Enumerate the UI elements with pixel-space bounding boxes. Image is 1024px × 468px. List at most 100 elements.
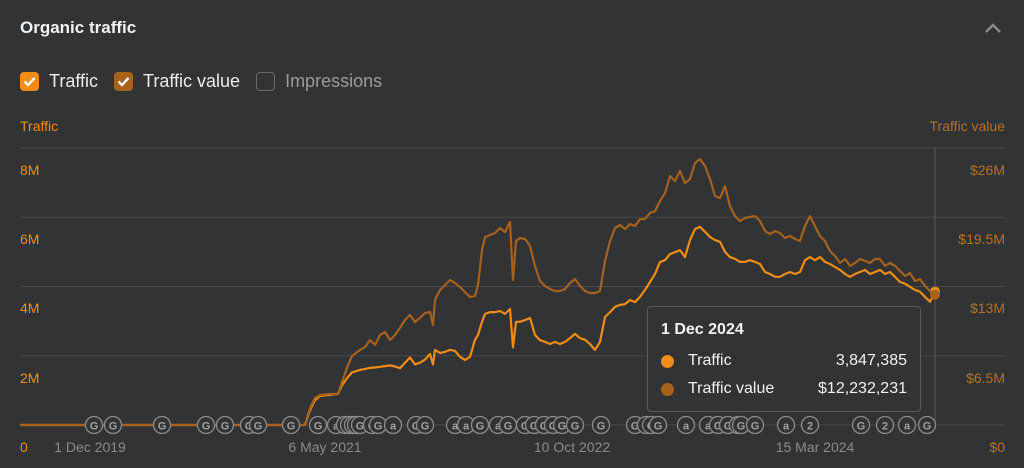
- y-tick-right: $0: [989, 439, 1005, 455]
- svg-text:G: G: [90, 421, 99, 433]
- google-update-icon[interactable]: G: [415, 415, 435, 435]
- traffic-checkbox[interactable]: Traffic: [20, 71, 98, 92]
- y-tick-left: 2M: [20, 370, 40, 386]
- tooltip-date: 1 Dec 2024: [661, 321, 744, 338]
- checkbox-checked-icon: [114, 72, 134, 91]
- y-tick-left: 4M: [20, 300, 40, 316]
- svg-text:G: G: [597, 421, 606, 433]
- google-update-icon[interactable]: G: [215, 415, 235, 435]
- y-tick-right: $26M: [969, 162, 1005, 178]
- google-update-icon[interactable]: G: [103, 415, 123, 435]
- x-tick: 6 May 2021: [288, 439, 362, 455]
- series-legend: Traffic Traffic value Impressions: [20, 71, 398, 92]
- traffic-value-dot-icon: [661, 382, 674, 396]
- google-update-icon[interactable]: G: [917, 415, 937, 435]
- google-update-icon[interactable]: G: [565, 415, 585, 435]
- svg-text:G: G: [857, 421, 866, 433]
- svg-text:2: 2: [807, 421, 813, 433]
- traffic-dot-icon: [661, 354, 674, 368]
- grouped-annotation-icon[interactable]: 2: [875, 415, 895, 435]
- svg-text:G: G: [737, 421, 746, 433]
- checkbox-unchecked-icon: [256, 72, 276, 91]
- google-update-icon[interactable]: G: [591, 415, 611, 435]
- google-update-icon[interactable]: G: [281, 415, 301, 435]
- y-tick-left: 8M: [20, 162, 40, 178]
- svg-text:a: a: [683, 421, 690, 433]
- google-update-icon[interactable]: G: [851, 415, 871, 435]
- svg-text:G: G: [714, 421, 723, 433]
- traffic-checkbox-label: Traffic: [49, 71, 99, 91]
- google-update-icon[interactable]: G: [745, 415, 765, 435]
- ahrefs-annotation-icon[interactable]: a: [676, 415, 696, 435]
- svg-text:G: G: [287, 421, 296, 433]
- svg-text:G: G: [254, 421, 263, 433]
- svg-text:G: G: [923, 421, 932, 433]
- right-axis-title: Traffic value: [929, 118, 1005, 134]
- google-update-icon[interactable]: G: [552, 415, 572, 435]
- traffic-value-checkbox-label: Traffic value: [143, 71, 241, 91]
- ahrefs-annotation-icon[interactable]: a: [897, 415, 917, 435]
- tooltip-series-value: $12,232,231: [818, 380, 907, 397]
- svg-text:G: G: [109, 421, 118, 433]
- svg-text:G: G: [476, 421, 485, 433]
- google-update-icon[interactable]: G: [470, 415, 490, 435]
- grouped-annotation-icon[interactable]: 2: [800, 415, 820, 435]
- x-tick: 1 Dec 2019: [54, 439, 126, 455]
- hover-tooltip: 1 Dec 2024 Traffic 3,847,385 Traffic val…: [647, 306, 921, 412]
- google-update-icon[interactable]: G: [248, 415, 268, 435]
- tooltip-row-traffic-value: Traffic value $12,232,231: [661, 375, 907, 403]
- y-tick-right: $6.5M: [966, 370, 1005, 386]
- x-tick: 10 Oct 2022: [533, 439, 611, 455]
- svg-text:G: G: [751, 421, 760, 433]
- svg-text:G: G: [356, 421, 365, 433]
- checkbox-checked-icon: [20, 72, 39, 91]
- svg-text:G: G: [504, 421, 513, 433]
- tooltip-series-name: Traffic: [688, 352, 732, 369]
- svg-text:G: G: [314, 421, 323, 433]
- tooltip-row-traffic: Traffic 3,847,385: [661, 347, 907, 375]
- svg-text:2: 2: [882, 421, 888, 433]
- svg-text:G: G: [421, 421, 430, 433]
- svg-text:G: G: [654, 421, 663, 433]
- svg-text:G: G: [724, 421, 733, 433]
- google-update-icon[interactable]: G: [308, 415, 328, 435]
- left-axis-title: Traffic: [20, 118, 59, 134]
- x-tick: 15 Mar 2024: [775, 439, 855, 455]
- svg-text:G: G: [202, 421, 211, 433]
- traffic-value-line: [20, 157, 936, 427]
- ahrefs-annotation-icon[interactable]: a: [383, 415, 403, 435]
- impressions-checkbox[interactable]: Impressions: [256, 71, 382, 92]
- tooltip-series-value: 3,847,385: [835, 352, 907, 369]
- traffic-line: [20, 225, 936, 427]
- google-update-icon[interactable]: G: [84, 415, 104, 435]
- hover-point: [930, 289, 940, 300]
- y-tick-right: $13M: [969, 300, 1005, 316]
- svg-text:G: G: [530, 421, 539, 433]
- svg-text:a: a: [452, 421, 459, 433]
- ahrefs-annotation-icon[interactable]: a: [776, 415, 796, 435]
- impressions-checkbox-label: Impressions: [285, 71, 383, 91]
- tooltip-series-name: Traffic value: [688, 380, 775, 397]
- svg-text:a: a: [705, 421, 712, 433]
- google-update-icon[interactable]: G: [196, 415, 216, 435]
- widget-title: Organic traffic: [20, 18, 137, 37]
- svg-text:G: G: [571, 421, 580, 433]
- svg-text:G: G: [631, 421, 640, 433]
- y-tick-left: 0: [20, 439, 28, 455]
- y-tick-right: $19.5M: [958, 231, 1005, 247]
- google-update-icon[interactable]: G: [152, 415, 172, 435]
- svg-text:G: G: [374, 421, 383, 433]
- svg-text:G: G: [221, 421, 230, 433]
- svg-text:a: a: [904, 421, 911, 433]
- chevron-up-icon[interactable]: [984, 22, 1002, 34]
- google-update-icon[interactable]: G: [498, 415, 518, 435]
- svg-text:a: a: [463, 421, 470, 433]
- svg-text:a: a: [495, 421, 502, 433]
- svg-text:G: G: [558, 421, 567, 433]
- y-tick-left: 6M: [20, 231, 40, 247]
- traffic-value-checkbox[interactable]: Traffic value: [114, 71, 240, 92]
- svg-text:a: a: [390, 421, 397, 433]
- svg-text:G: G: [158, 421, 167, 433]
- google-update-icon[interactable]: G: [648, 415, 668, 435]
